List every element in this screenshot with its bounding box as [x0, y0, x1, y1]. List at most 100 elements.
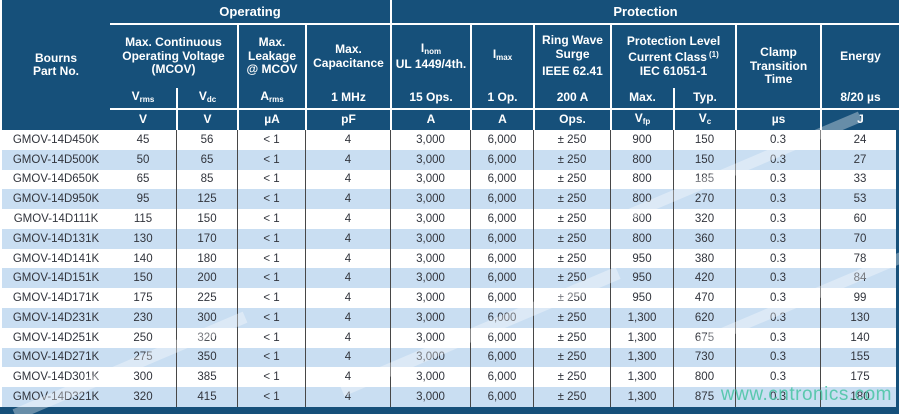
- cell-vc: 270: [673, 189, 735, 210]
- subheader-max: Max.: [610, 88, 673, 108]
- column-header-ring-wave: Ring Wave Surge IEEE 62.41: [533, 25, 610, 88]
- cell-vfp: 1,300: [610, 327, 673, 348]
- cell-inom: 3,000: [390, 268, 470, 289]
- column-header-clamp-time: Clamp Transition Time: [735, 25, 820, 108]
- cell-vfp: 1,300: [610, 347, 673, 368]
- cell-vc: 360: [673, 228, 735, 249]
- cell-capacitance: 4: [305, 169, 390, 190]
- cell-vdc: 320: [176, 327, 237, 348]
- cell-ring-wave: ± 250: [533, 149, 610, 170]
- cell-imax: 6,000: [470, 189, 533, 210]
- protlevel-line1: Protection Level: [626, 33, 721, 48]
- unit-microamps: µA: [237, 108, 305, 130]
- cell-inom: 3,000: [390, 367, 470, 388]
- cell-capacitance: 4: [305, 130, 390, 150]
- inom-symbol: Inom: [420, 40, 442, 56]
- cell-energy: 33: [820, 169, 899, 190]
- cell-ring-wave: ± 250: [533, 169, 610, 190]
- cell-vdc: 180: [176, 248, 237, 269]
- cell-capacitance: 4: [305, 209, 390, 229]
- cell-energy: 175: [820, 367, 899, 388]
- cell-vc: 730: [673, 347, 735, 368]
- cell-imax: 6,000: [470, 169, 533, 190]
- cell-imax: 6,000: [470, 367, 533, 388]
- cell-ring-wave: ± 250: [533, 288, 610, 309]
- cell-imax: 6,000: [470, 288, 533, 309]
- cell-energy: 53: [820, 189, 899, 210]
- cell-part-number: GMOV-14D271K: [12, 351, 100, 364]
- cell-capacitance: 4: [305, 228, 390, 249]
- ringwave-line2: Surge: [555, 46, 590, 61]
- table-row: GMOV-14D500K 50 65 < 1 4 3,000 6,000 ± 2…: [2, 149, 899, 170]
- cell-vc: 470: [673, 288, 735, 309]
- cell-vrms: 45: [136, 133, 150, 146]
- cell-capacitance: 4: [305, 149, 390, 170]
- cell-vfp: 900: [610, 130, 673, 150]
- cell-leakage: < 1: [237, 327, 305, 348]
- cell-clamp-time: 0.3: [735, 367, 820, 388]
- cell-part-number: GMOV-14D251K: [12, 331, 100, 344]
- cell-capacitance: 4: [305, 387, 390, 407]
- cell-clamp-time: 0.3: [735, 308, 820, 328]
- table-header: Bourns Part No. Operating Protection Max…: [2, 0, 899, 130]
- cell-vc: 675: [673, 327, 735, 348]
- cell-energy: 60: [820, 209, 899, 229]
- cell-vrms: 300: [133, 371, 153, 384]
- cell-vc: 150: [673, 130, 735, 150]
- cell-vdc: 225: [176, 288, 237, 309]
- cell-vdc: 385: [176, 367, 237, 388]
- cell-vrms: 250: [133, 331, 153, 344]
- column-header-imax: Imax: [470, 25, 533, 88]
- clamp-line1: Clamp: [760, 45, 797, 60]
- cell-part-number: GMOV-14D500K: [12, 153, 100, 166]
- unit-ops: Ops.: [533, 108, 610, 130]
- cell-vfp: 800: [610, 149, 673, 170]
- cell-leakage: < 1: [237, 308, 305, 328]
- cell-inom: 3,000: [390, 248, 470, 269]
- cell-vrms: 230: [133, 311, 153, 324]
- cell-imax: 6,000: [470, 387, 533, 407]
- cell-vc: 620: [673, 308, 735, 328]
- capacitance-line2: Capacitance: [313, 55, 384, 70]
- cell-clamp-time: 0.3: [735, 288, 820, 309]
- cell-capacitance: 4: [305, 347, 390, 368]
- cell-imax: 6,000: [470, 149, 533, 170]
- cell-ring-wave: ± 250: [533, 209, 610, 229]
- cell-clamp-time: 0.3: [735, 149, 820, 170]
- cell-vdc: 200: [176, 268, 237, 289]
- group-header-operating: Operating: [110, 0, 390, 25]
- cell-leakage: < 1: [237, 367, 305, 388]
- cell-vfp: 1,300: [610, 308, 673, 328]
- cell-part-number: GMOV-14D131K: [12, 232, 100, 245]
- capacitance-line1: Max.: [335, 42, 362, 56]
- cell-ring-wave: ± 250: [533, 308, 610, 328]
- subheader-15ops: 15 Ops.: [390, 88, 470, 108]
- cell-energy: 140: [820, 327, 899, 348]
- cell-leakage: < 1: [237, 248, 305, 269]
- cell-clamp-time: 0.3: [735, 209, 820, 229]
- part-no-label-line1: Bourns: [35, 50, 77, 65]
- cell-ring-wave: ± 250: [533, 367, 610, 388]
- unit-picofarads: pF: [305, 108, 390, 130]
- cell-vfp: 1,300: [610, 387, 673, 407]
- cell-inom: 3,000: [390, 169, 470, 190]
- cell-vdc: 350: [176, 347, 237, 368]
- subheader-1mhz: 1 MHz: [305, 88, 390, 108]
- cell-capacitance: 4: [305, 248, 390, 269]
- mcov-line2: Operating Voltage: [122, 48, 225, 63]
- cell-vc: 800: [673, 367, 735, 388]
- cell-part-number: GMOV-14D650K: [12, 173, 100, 186]
- cell-leakage: < 1: [237, 228, 305, 249]
- cell-vrms: 175: [133, 292, 153, 305]
- subheader-1op: 1 Op.: [470, 88, 533, 108]
- cell-clamp-time: 0.3: [735, 248, 820, 269]
- unit-vc: Vc: [673, 108, 735, 130]
- table-row: GMOV-14D650K 65 85 < 1 4 3,000 6,000 ± 2…: [2, 169, 899, 190]
- table-row: GMOV-14D111K 115 150 < 1 4 3,000 6,000 ±…: [2, 209, 899, 229]
- cell-imax: 6,000: [470, 248, 533, 269]
- unit-vfp: Vfp: [610, 108, 673, 130]
- cell-ring-wave: ± 250: [533, 248, 610, 269]
- leakage-line1: Max.: [258, 35, 286, 50]
- cell-imax: 6,000: [470, 130, 533, 150]
